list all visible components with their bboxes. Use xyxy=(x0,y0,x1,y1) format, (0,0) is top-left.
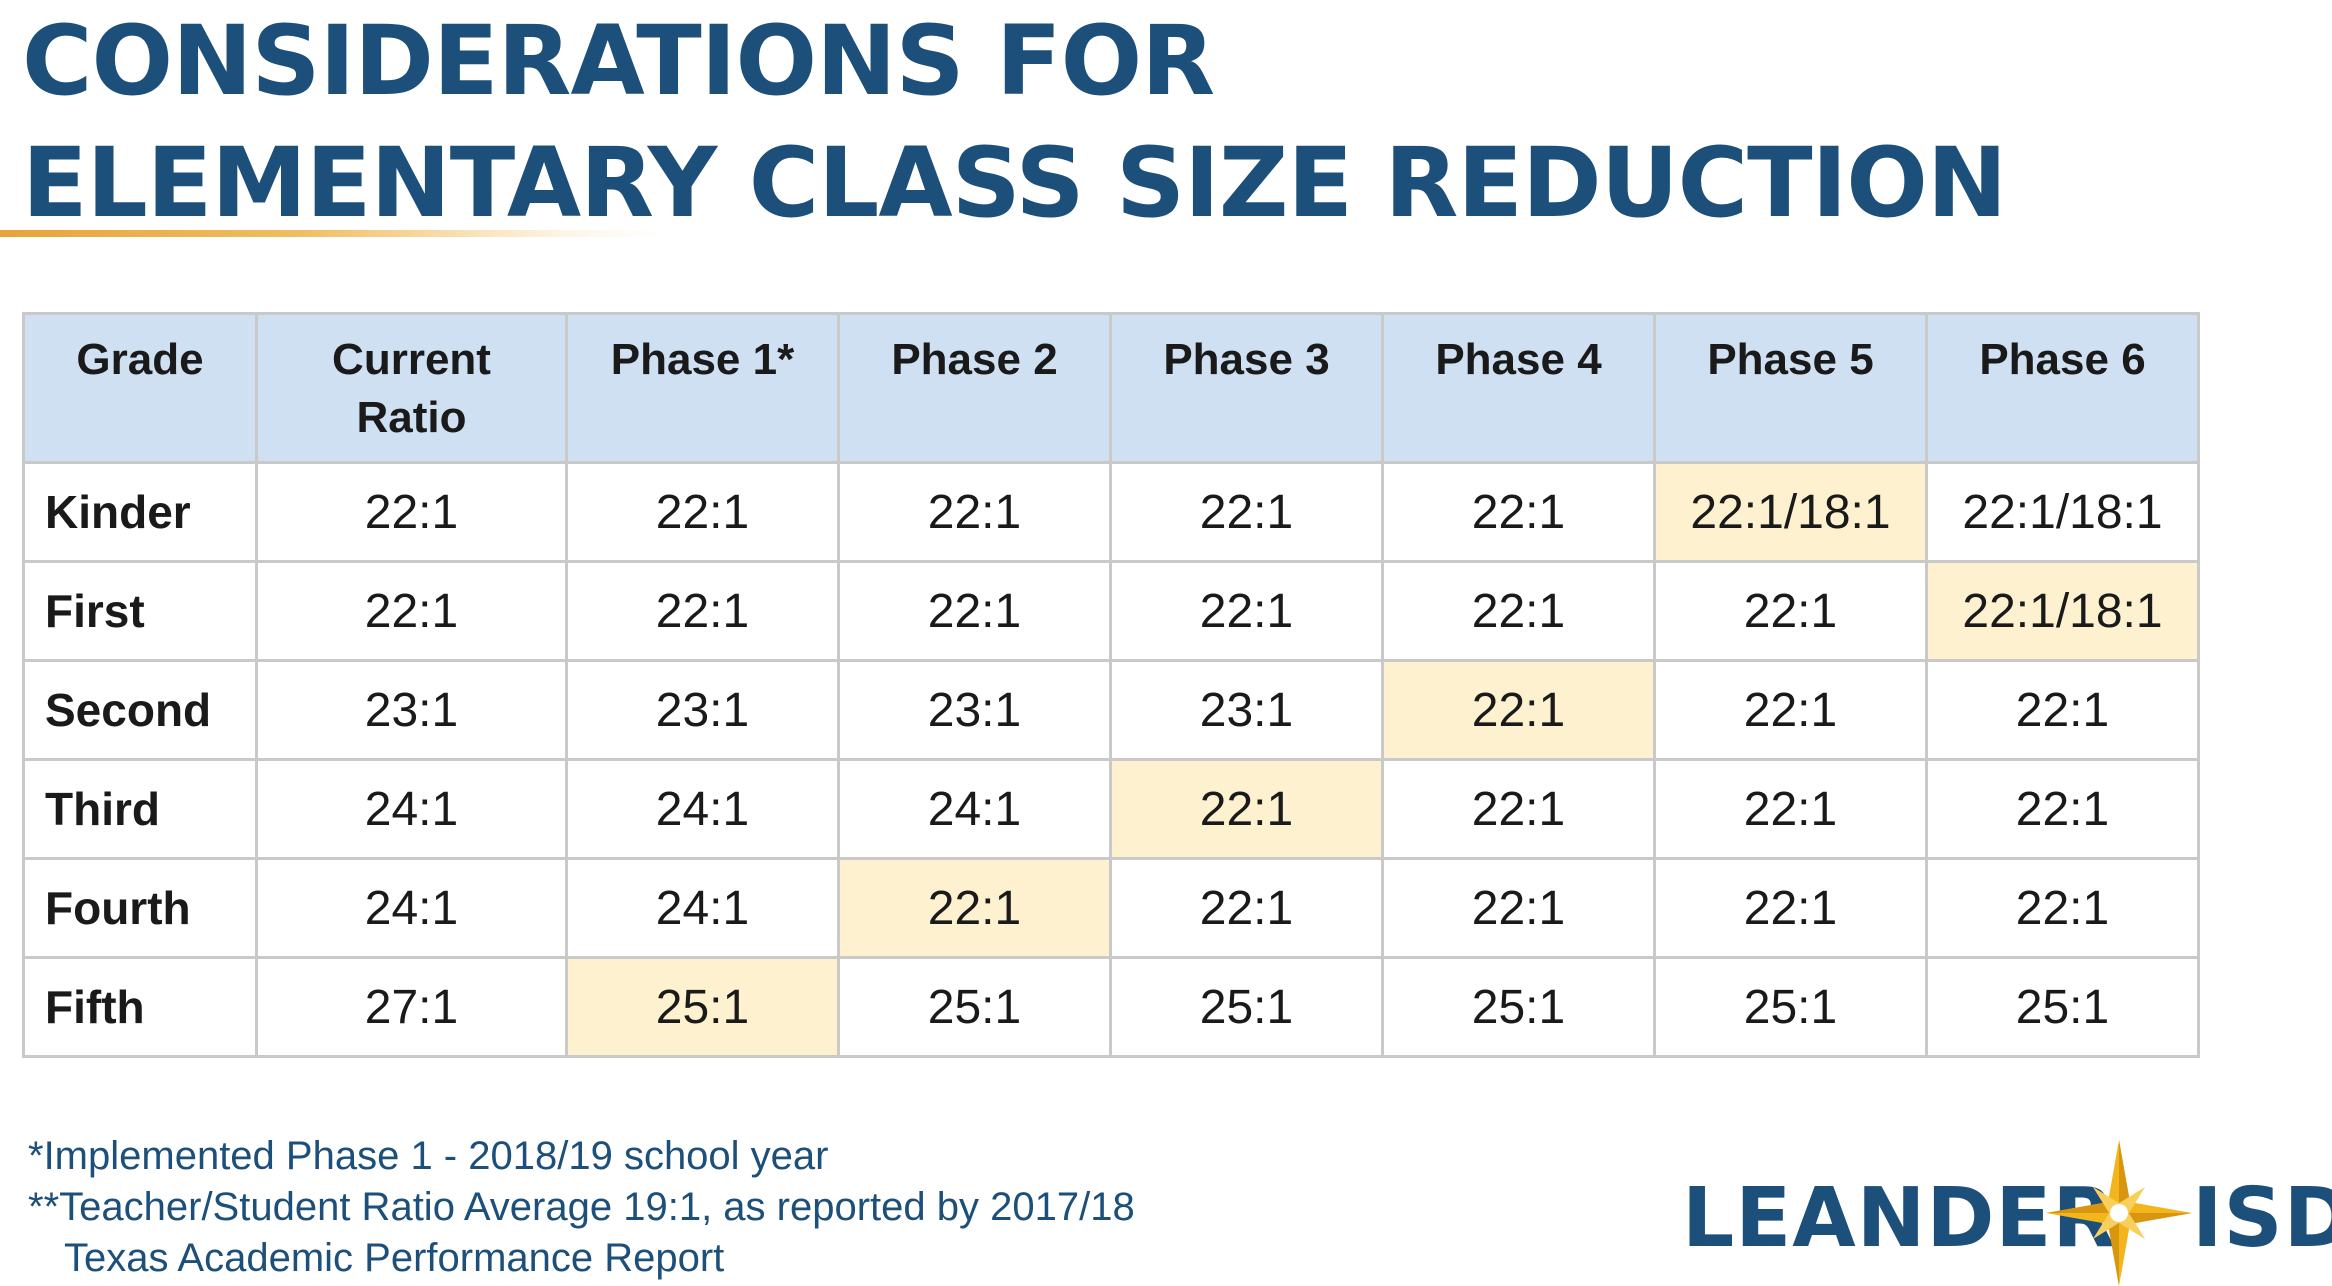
phase-4-cell: 22:1 xyxy=(1381,461,1656,563)
phase-5-cell: 22:1 xyxy=(1653,560,1928,662)
header-cell-4: Phase 3 xyxy=(1109,312,1384,464)
phase-6-cell: 22:1/18:1 xyxy=(1925,560,2200,662)
table-row: Second 23:1 23:1 23:1 23:1 22:1 22:1 22:1 xyxy=(22,659,2200,761)
table-row: Fourth 24:1 24:1 22:1 22:1 22:1 22:1 22:1 xyxy=(22,857,2200,959)
table-row: First 22:1 22:1 22:1 22:1 22:1 22:1 22:1/18:1 xyxy=(22,560,2200,662)
phase-6-cell: 22:1 xyxy=(1925,758,2200,860)
phase-6-cell: 22:1 xyxy=(1925,659,2200,761)
phase-3-cell: 23:1 xyxy=(1109,659,1384,761)
current-ratio-cell: 24:1 xyxy=(255,857,568,959)
header-cell-7: Phase 6 xyxy=(1925,312,2200,464)
phase-5-cell: 22:1/18:1 xyxy=(1653,461,1928,563)
phase-2-cell: 25:1 xyxy=(837,956,1112,1058)
phase-2-cell: 23:1 xyxy=(837,659,1112,761)
phase-1-cell: 24:1 xyxy=(565,758,840,860)
phase-5-cell: 22:1 xyxy=(1653,857,1928,959)
logo-word-leander: LEANDER xyxy=(1682,1171,2117,1266)
phase-2-cell: 22:1 xyxy=(837,560,1112,662)
grade-cell: Fifth xyxy=(22,956,258,1058)
table-header-row: Grade Current Ratio Phase 1* Phase 2 Phase 3… xyxy=(22,312,2200,464)
leander-isd-logo: LEANDER ISD xyxy=(1682,1140,2332,1286)
phase-6-cell: 22:1 xyxy=(1925,857,2200,959)
title-line-2: ELEMENTARY CLASS SIZE REDUCTION xyxy=(22,127,2007,239)
phase-1-cell: 22:1 xyxy=(565,560,840,662)
phase-2-cell: 22:1 xyxy=(837,461,1112,563)
footnote-ratio-average: **Teacher/Student Ratio Average 19:1, as… xyxy=(28,1185,1135,1229)
header-cell-2: Phase 1* xyxy=(565,312,840,464)
table-row: Third 24:1 24:1 24:1 22:1 22:1 22:1 22:1 xyxy=(22,758,2200,860)
footnote-phase1: *Implemented Phase 1 - 2018/19 school ye… xyxy=(28,1134,829,1178)
compass-star-icon xyxy=(2046,1140,2192,1286)
logo-word-isd: ISD xyxy=(2192,1171,2332,1266)
phase-3-cell: 22:1 xyxy=(1109,857,1384,959)
phase-1-cell: 24:1 xyxy=(565,857,840,959)
phase-3-cell: 22:1 xyxy=(1109,461,1384,563)
table-row: Fifth 27:1 25:1 25:1 25:1 25:1 25:1 25:1 xyxy=(22,956,2200,1058)
table-body: Kinder 22:1 22:1 22:1 22:1 22:1 22:1/18:1 22:1/… xyxy=(22,461,2200,1058)
phase-6-cell: 22:1/18:1 xyxy=(1925,461,2200,563)
page-title: CONSIDERATIONS FOR ELEMENTARY CLASS SIZE… xyxy=(22,0,2007,244)
current-ratio-cell: 22:1 xyxy=(255,461,568,563)
phase-5-cell: 25:1 xyxy=(1653,956,1928,1058)
current-ratio-cell: 24:1 xyxy=(255,758,568,860)
phase-6-cell: 25:1 xyxy=(1925,956,2200,1058)
phase-1-cell: 22:1 xyxy=(565,461,840,563)
grade-cell: Second xyxy=(22,659,258,761)
phase-4-cell: 22:1 xyxy=(1381,857,1656,959)
title-line-1: CONSIDERATIONS FOR xyxy=(22,5,1215,117)
header-cell-6: Phase 5 xyxy=(1653,312,1928,464)
phase-4-cell: 25:1 xyxy=(1381,956,1656,1058)
footnote-ratio-source: Texas Academic Performance Report xyxy=(64,1236,725,1280)
phase-1-cell: 25:1 xyxy=(565,956,840,1058)
current-ratio-cell: 23:1 xyxy=(255,659,568,761)
phase-3-cell: 22:1 xyxy=(1109,560,1384,662)
phase-4-cell: 22:1 xyxy=(1381,560,1656,662)
header-cell-1: Current Ratio xyxy=(255,312,568,464)
grade-cell: Kinder xyxy=(22,461,258,563)
grade-cell: First xyxy=(22,560,258,662)
header-cell-3: Phase 2 xyxy=(837,312,1112,464)
current-ratio-cell: 22:1 xyxy=(255,560,568,662)
table-row: Kinder 22:1 22:1 22:1 22:1 22:1 22:1/18:1 22:1/… xyxy=(22,461,2200,563)
current-ratio-cell: 27:1 xyxy=(255,956,568,1058)
phase-3-cell: 22:1 xyxy=(1109,758,1384,860)
header-cell-0: Grade xyxy=(22,312,258,464)
phase-2-cell: 22:1 xyxy=(837,857,1112,959)
title-underline xyxy=(0,230,660,237)
phase-1-cell: 23:1 xyxy=(565,659,840,761)
phase-4-cell: 22:1 xyxy=(1381,758,1656,860)
phase-5-cell: 22:1 xyxy=(1653,758,1928,860)
phase-5-cell: 22:1 xyxy=(1653,659,1928,761)
grade-cell: Fourth xyxy=(22,857,258,959)
grade-cell: Third xyxy=(22,758,258,860)
phase-4-cell: 22:1 xyxy=(1381,659,1656,761)
phase-3-cell: 25:1 xyxy=(1109,956,1384,1058)
header-cell-5: Phase 4 xyxy=(1381,312,1656,464)
class-size-table: Grade Current Ratio Phase 1* Phase 2 Phase 3… xyxy=(22,312,2200,1058)
phase-2-cell: 24:1 xyxy=(837,758,1112,860)
